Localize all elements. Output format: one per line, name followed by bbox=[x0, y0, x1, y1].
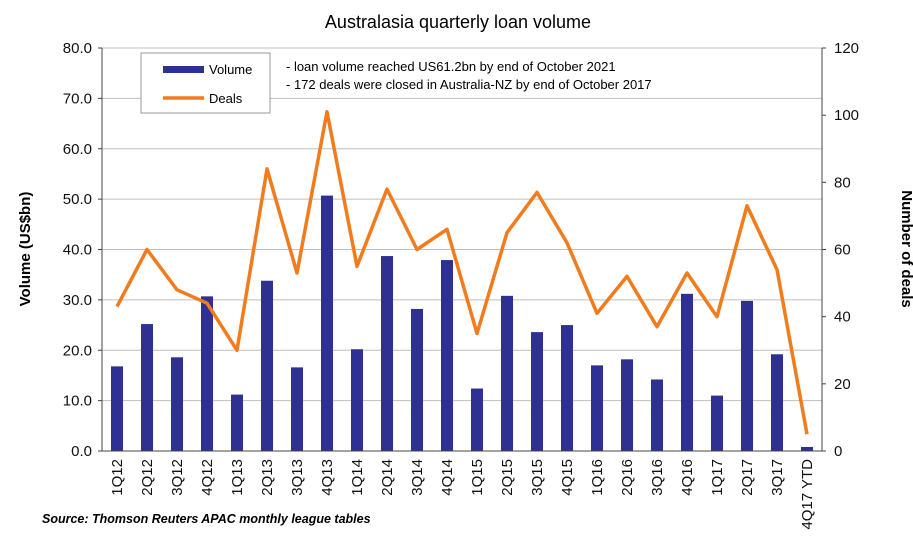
y-tick-label: 10.0 bbox=[63, 393, 92, 410]
volume-bar bbox=[591, 365, 603, 451]
volume-bar bbox=[711, 395, 723, 451]
x-axis-ticks: 1Q12 2Q12 3Q12 4Q12 1Q13 2Q13 3Q13 4Q13 1Q14 2Q14… bbox=[109, 459, 816, 530]
x-tick-label: 4Q17 YTD bbox=[799, 459, 816, 530]
x-tick-label: 2Q15 bbox=[499, 459, 516, 496]
volume-bar bbox=[141, 324, 153, 451]
x-tick-label: 1Q12 bbox=[109, 459, 126, 496]
volume-bar bbox=[231, 394, 243, 451]
legend: Volume Deals bbox=[140, 52, 271, 114]
volume-bar bbox=[771, 354, 783, 451]
y-tick-label: 50.0 bbox=[63, 191, 92, 208]
volume-bar bbox=[351, 349, 363, 451]
x-tick-label: 3Q15 bbox=[529, 459, 546, 496]
x-tick-label: 2Q12 bbox=[139, 459, 156, 496]
volume-bar bbox=[801, 446, 813, 451]
volume-bar bbox=[651, 379, 663, 451]
y-tick-label: 70.0 bbox=[63, 90, 92, 107]
y2-tick-label: 120 bbox=[834, 40, 859, 57]
deals-line-path bbox=[115, 110, 809, 435]
x-tick-label: 4Q12 bbox=[199, 459, 216, 496]
volume-bar bbox=[111, 366, 123, 451]
volume-bar bbox=[531, 332, 543, 451]
volume-bar bbox=[741, 300, 753, 451]
legend-volume-swatch bbox=[163, 66, 204, 73]
volume-bar bbox=[561, 325, 573, 451]
y-tick-label: 60.0 bbox=[63, 141, 92, 158]
volume-bar bbox=[621, 359, 633, 451]
volume-bar bbox=[441, 260, 453, 451]
volume-bars bbox=[111, 195, 813, 451]
volume-bar bbox=[261, 280, 273, 451]
x-tick-label: 3Q12 bbox=[169, 459, 186, 496]
volume-bar bbox=[681, 293, 693, 451]
x-tick-label: 1Q13 bbox=[229, 459, 246, 496]
volume-bar bbox=[501, 295, 513, 451]
x-tick-label: 1Q16 bbox=[589, 459, 606, 496]
y2-tick-label: 80 bbox=[834, 174, 851, 191]
y-axis-label: Volume (US$bn) bbox=[17, 192, 34, 307]
y-tick-label: 80.0 bbox=[63, 40, 92, 57]
y2-tick-label: 40 bbox=[834, 309, 851, 326]
y2-tick-label: 60 bbox=[834, 242, 851, 259]
volume-bar bbox=[171, 357, 183, 451]
annotation-1: - loan volume reached US61.2bn by end of… bbox=[286, 59, 616, 74]
source-note: Source: Thomson Reuters APAC monthly lea… bbox=[42, 512, 371, 526]
volume-bar bbox=[321, 195, 333, 451]
legend-box bbox=[140, 52, 271, 114]
legend-deals-label: Deals bbox=[209, 91, 243, 106]
x-tick-label: 2Q16 bbox=[619, 459, 636, 496]
x-tick-label: 2Q14 bbox=[379, 459, 396, 496]
volume-bar bbox=[411, 308, 423, 451]
y-tick-label: 0.0 bbox=[71, 443, 92, 460]
y2-tick-label: 0 bbox=[834, 443, 842, 460]
x-tick-label: 4Q15 bbox=[559, 459, 576, 496]
x-tick-label: 4Q14 bbox=[439, 459, 456, 496]
x-tick-label: 1Q15 bbox=[469, 459, 486, 496]
x-tick-label: 3Q13 bbox=[289, 459, 306, 496]
y2-tick-label: 100 bbox=[834, 107, 859, 124]
x-tick-label: 2Q17 bbox=[739, 459, 756, 496]
volume-bar bbox=[201, 296, 213, 451]
annotation-2: - 172 deals were closed in Australia-NZ … bbox=[286, 77, 652, 92]
x-tick-label: 2Q13 bbox=[259, 459, 276, 496]
gridlines bbox=[102, 47, 822, 452]
right-axis-ticks: 0 20 40 60 80 100 120 bbox=[822, 40, 859, 460]
y-tick-label: 40.0 bbox=[63, 242, 92, 259]
x-tick-label: 4Q16 bbox=[679, 459, 696, 496]
x-tick-label: 4Q13 bbox=[319, 459, 336, 496]
volume-bar bbox=[471, 388, 483, 451]
legend-volume-label: Volume bbox=[209, 62, 252, 77]
y2-axis-label: Number of deals bbox=[898, 190, 913, 308]
y2-tick-label: 20 bbox=[834, 376, 851, 393]
x-tick-label: 1Q17 bbox=[709, 459, 726, 496]
x-tick-label: 3Q16 bbox=[649, 459, 666, 496]
volume-bar bbox=[381, 256, 393, 451]
x-tick-label: 3Q17 bbox=[769, 459, 786, 496]
deals-line bbox=[115, 110, 809, 435]
left-axis-ticks: 0.0 10.0 20.0 30.0 40.0 50.0 60.0 70.0 80.0 bbox=[63, 40, 102, 460]
x-tick-label: 3Q14 bbox=[409, 459, 426, 496]
y-tick-label: 30.0 bbox=[63, 292, 92, 309]
chart-title: Australasia quarterly loan volume bbox=[325, 12, 591, 32]
x-tick-label: 1Q14 bbox=[349, 459, 366, 496]
volume-bar bbox=[291, 367, 303, 451]
y-tick-label: 20.0 bbox=[63, 342, 92, 359]
